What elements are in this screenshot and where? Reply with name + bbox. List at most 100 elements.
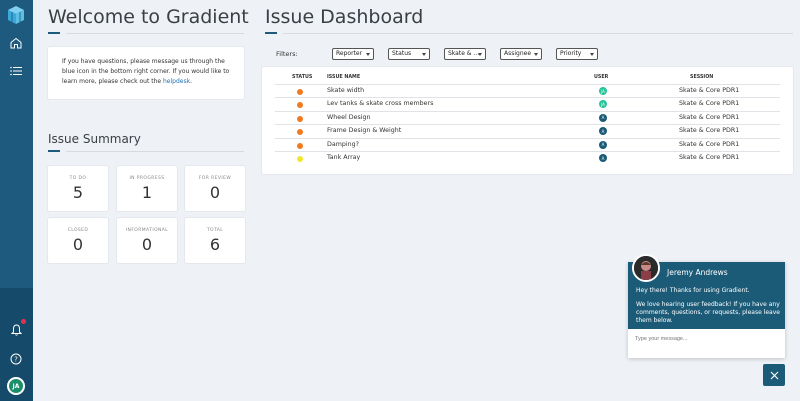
user-avatar: A [599,127,607,136]
tile-label: TO DO [69,176,87,181]
svg-text:?: ? [14,356,18,364]
filter-label: Reporter [336,50,363,57]
chevron-down-icon [478,53,482,56]
chat-close-button[interactable] [763,364,785,386]
welcome-underline [48,32,60,34]
session-name: Skate & Core PDR1 [679,113,740,121]
summary-tile-for-review[interactable]: FOR REVIEW 0 [185,166,245,211]
status-dot [297,102,303,109]
session-name: Skate & Core PDR1 [679,140,740,148]
user-avatar: A [599,140,607,149]
column-header-status[interactable]: STATUS [292,75,313,80]
filter-label: Status [392,50,412,57]
chevron-down-icon [422,53,426,56]
chat-message-line-1: Hey there! Thanks for using Gradient. [636,287,750,294]
table-row[interactable]: Damping? A Skate & Core PDR1 [275,137,780,151]
user-avatar: A [599,113,607,122]
filter-assignee[interactable]: Assignee [500,48,542,60]
issue-name[interactable]: Skate width [327,87,365,94]
welcome-title: Welcome to Gradient [48,6,249,28]
tile-label: CLOSED [67,228,89,233]
logo-cube-icon[interactable] [6,5,26,25]
user-avatar[interactable]: JA [7,377,25,395]
notification-badge [21,319,26,324]
chat-message-line-2: We love hearing user feedback! If you ha… [636,301,780,324]
user-avatar: JA [599,87,607,95]
filter-session[interactable]: Skate & ... [444,48,486,60]
issue-name[interactable]: Lev tanks & skate cross members [327,100,434,108]
welcome-divider [66,33,244,34]
summary-tile-in-progress[interactable]: IN PROGRESS 1 [117,166,177,211]
status-dot [297,115,303,122]
column-header-user[interactable]: USER [594,75,609,80]
helpdesk-link[interactable]: helpdesk [163,78,191,85]
filter-label: Assignee [504,50,532,57]
column-header-name[interactable]: ISSUE NAME [327,75,361,80]
session-name: Skate & Core PDR1 [679,127,740,135]
agent-name: Jeremy Andrews [667,268,728,277]
summary-tile-closed[interactable]: CLOSED 0 [48,218,108,263]
status-dot [297,129,303,136]
summary-divider [66,151,244,152]
tile-value: 5 [72,183,84,202]
info-text: If you have questions, please message us… [62,57,237,87]
user-avatar: JA [599,100,607,109]
table-row[interactable]: Tank Array A Skate & Core PDR1 [275,151,780,164]
chevron-down-icon [366,53,370,56]
chat-message: Hey there! Thanks for using Gradient. We… [636,287,781,325]
agent-avatar [632,254,660,282]
tile-label: TOTAL [206,228,224,233]
user-avatar: A [599,154,607,162]
filter-label: Skate & ... [448,50,480,57]
chat-header: Jeremy Andrews Hey there! Thanks for usi… [628,254,785,329]
summary-tile-todo[interactable]: TO DO 5 [48,166,108,211]
summary-underline [48,150,60,152]
tile-value: 6 [209,235,221,254]
info-card [48,47,244,99]
summary-tile-informational[interactable]: INFORMATIONAL 0 [117,218,177,263]
issue-name[interactable]: Tank Array [327,154,361,161]
list-icon[interactable] [7,62,25,80]
chevron-down-icon [590,53,594,56]
status-dot [297,89,303,95]
summary-title: Issue Summary [48,132,141,146]
tile-label: IN PROGRESS [129,176,165,181]
bell-icon[interactable] [7,319,26,339]
issue-name[interactable]: Wheel Design [327,113,371,121]
status-dot [297,142,303,149]
tile-label: INFORMATIONAL [125,228,169,233]
status-dot [297,156,303,162]
info-text-body: If you have questions, please message us… [62,58,230,85]
dashboard-underline [265,32,277,34]
table-row[interactable]: Skate width JA Skate & Core PDR1 [275,84,780,97]
filter-label: Priority [560,50,582,57]
issue-name[interactable]: Frame Design & Weight [327,127,402,135]
close-icon [770,371,778,379]
tile-value: 0 [141,235,153,254]
filter-reporter[interactable]: Reporter [332,48,374,60]
chat-input[interactable] [635,336,775,342]
tile-label: FOR REVIEW [198,176,232,181]
chevron-down-icon [534,53,538,56]
session-name: Skate & Core PDR1 [679,100,740,108]
issue-name[interactable]: Damping? [327,140,359,148]
summary-tile-total[interactable]: TOTAL 6 [185,218,245,263]
info-text-end: . [190,78,192,85]
table-row[interactable]: Frame Design & Weight A Skate & Core PDR1 [275,124,780,137]
tile-value: 0 [209,183,221,202]
table-row[interactable]: Wheel Design A Skate & Core PDR1 [275,110,780,124]
sidebar: ? JA [0,0,33,401]
session-name: Skate & Core PDR1 [679,87,740,94]
filters-label: Filters: [276,50,298,58]
dashboard-title: Issue Dashboard [265,6,424,28]
home-icon[interactable] [7,34,25,52]
help-icon[interactable]: ? [7,350,25,368]
session-name: Skate & Core PDR1 [679,154,740,161]
dashboard-divider [283,33,793,34]
column-header-session[interactable]: SESSION [690,75,714,80]
chat-widget: Jeremy Andrews Hey there! Thanks for usi… [628,254,785,358]
filter-priority[interactable]: Priority [556,48,598,60]
filter-status[interactable]: Status [388,48,430,60]
table-row[interactable]: Lev tanks & skate cross members JA Skate &… [275,97,780,110]
tile-value: 1 [141,183,153,202]
